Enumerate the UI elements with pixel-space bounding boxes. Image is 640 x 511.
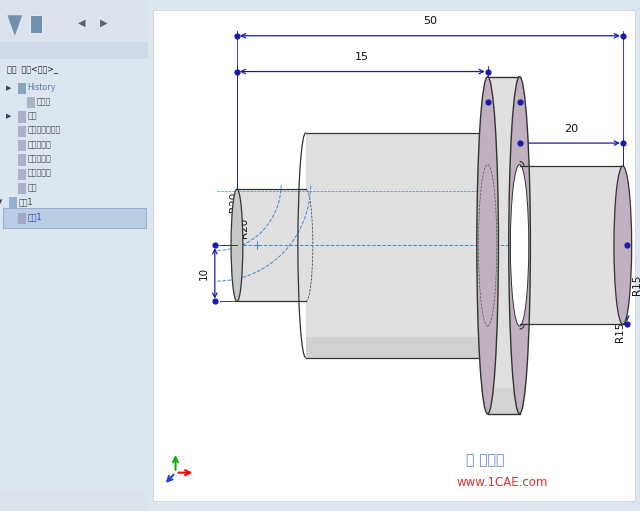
Text: www.1CAE.com: www.1CAE.com xyxy=(457,476,548,490)
Text: ▶: ▶ xyxy=(6,113,12,120)
Ellipse shape xyxy=(477,77,499,414)
Text: 20: 20 xyxy=(564,124,579,134)
Text: 草图1: 草图1 xyxy=(28,213,42,222)
Text: R20: R20 xyxy=(230,192,239,212)
Text: 转轴  默认<默认>_: 转轴 默认<默认>_ xyxy=(8,65,58,75)
Polygon shape xyxy=(520,166,623,324)
Text: History: History xyxy=(28,83,56,92)
Bar xyxy=(9,197,17,208)
Ellipse shape xyxy=(480,133,495,358)
Bar xyxy=(18,140,26,151)
Bar xyxy=(0,491,148,511)
Ellipse shape xyxy=(510,165,529,326)
Ellipse shape xyxy=(614,166,632,324)
Bar xyxy=(29,15,42,33)
Polygon shape xyxy=(488,388,520,414)
Point xyxy=(621,241,632,249)
Bar xyxy=(0,42,148,59)
Text: 注解: 注解 xyxy=(28,111,37,121)
Polygon shape xyxy=(8,15,22,36)
Text: 材质〈未指定〉: 材质〈未指定〉 xyxy=(28,126,61,135)
Text: ◀: ◀ xyxy=(78,18,85,28)
Text: R3: R3 xyxy=(508,235,520,245)
Point xyxy=(621,320,632,329)
Text: 仿 真在线: 仿 真在线 xyxy=(466,453,504,467)
Bar xyxy=(18,111,26,123)
Point xyxy=(515,139,525,147)
Text: 原点: 原点 xyxy=(28,183,37,192)
Point xyxy=(515,98,525,106)
Text: R15: R15 xyxy=(632,275,640,295)
Text: ▶: ▶ xyxy=(100,18,108,28)
Bar xyxy=(3,208,145,228)
Ellipse shape xyxy=(509,77,531,414)
Point xyxy=(618,32,628,40)
Ellipse shape xyxy=(231,189,243,301)
Point xyxy=(232,67,242,76)
Text: 50: 50 xyxy=(423,15,437,26)
Polygon shape xyxy=(237,189,306,301)
Text: 15: 15 xyxy=(355,52,369,62)
Text: 传感器: 传感器 xyxy=(36,97,51,106)
Text: 5: 5 xyxy=(500,83,507,93)
Polygon shape xyxy=(306,337,488,358)
Bar xyxy=(18,169,26,180)
Text: ▶: ▶ xyxy=(6,85,12,91)
Bar xyxy=(18,183,26,194)
Text: 上视基准面: 上视基准面 xyxy=(28,154,51,164)
Point xyxy=(210,297,220,306)
Point xyxy=(232,32,242,40)
Text: R15: R15 xyxy=(615,322,625,342)
Point xyxy=(618,139,628,147)
Bar xyxy=(18,126,26,137)
Point xyxy=(210,241,220,249)
Bar xyxy=(18,83,26,94)
Point xyxy=(483,67,493,76)
Text: 10: 10 xyxy=(199,267,209,280)
Bar xyxy=(18,213,26,224)
Text: ▼: ▼ xyxy=(0,199,3,205)
Text: R20: R20 xyxy=(239,217,250,238)
Bar xyxy=(29,15,42,33)
Bar xyxy=(18,154,26,166)
Text: 旋转1: 旋转1 xyxy=(19,197,33,206)
Bar xyxy=(29,15,42,33)
Text: 右视基准面: 右视基准面 xyxy=(28,169,51,178)
Bar xyxy=(27,97,35,108)
Polygon shape xyxy=(306,133,488,358)
Bar xyxy=(0,0,148,43)
Text: 前视基准面: 前视基准面 xyxy=(28,140,51,149)
Polygon shape xyxy=(488,77,520,414)
Point xyxy=(483,98,493,106)
